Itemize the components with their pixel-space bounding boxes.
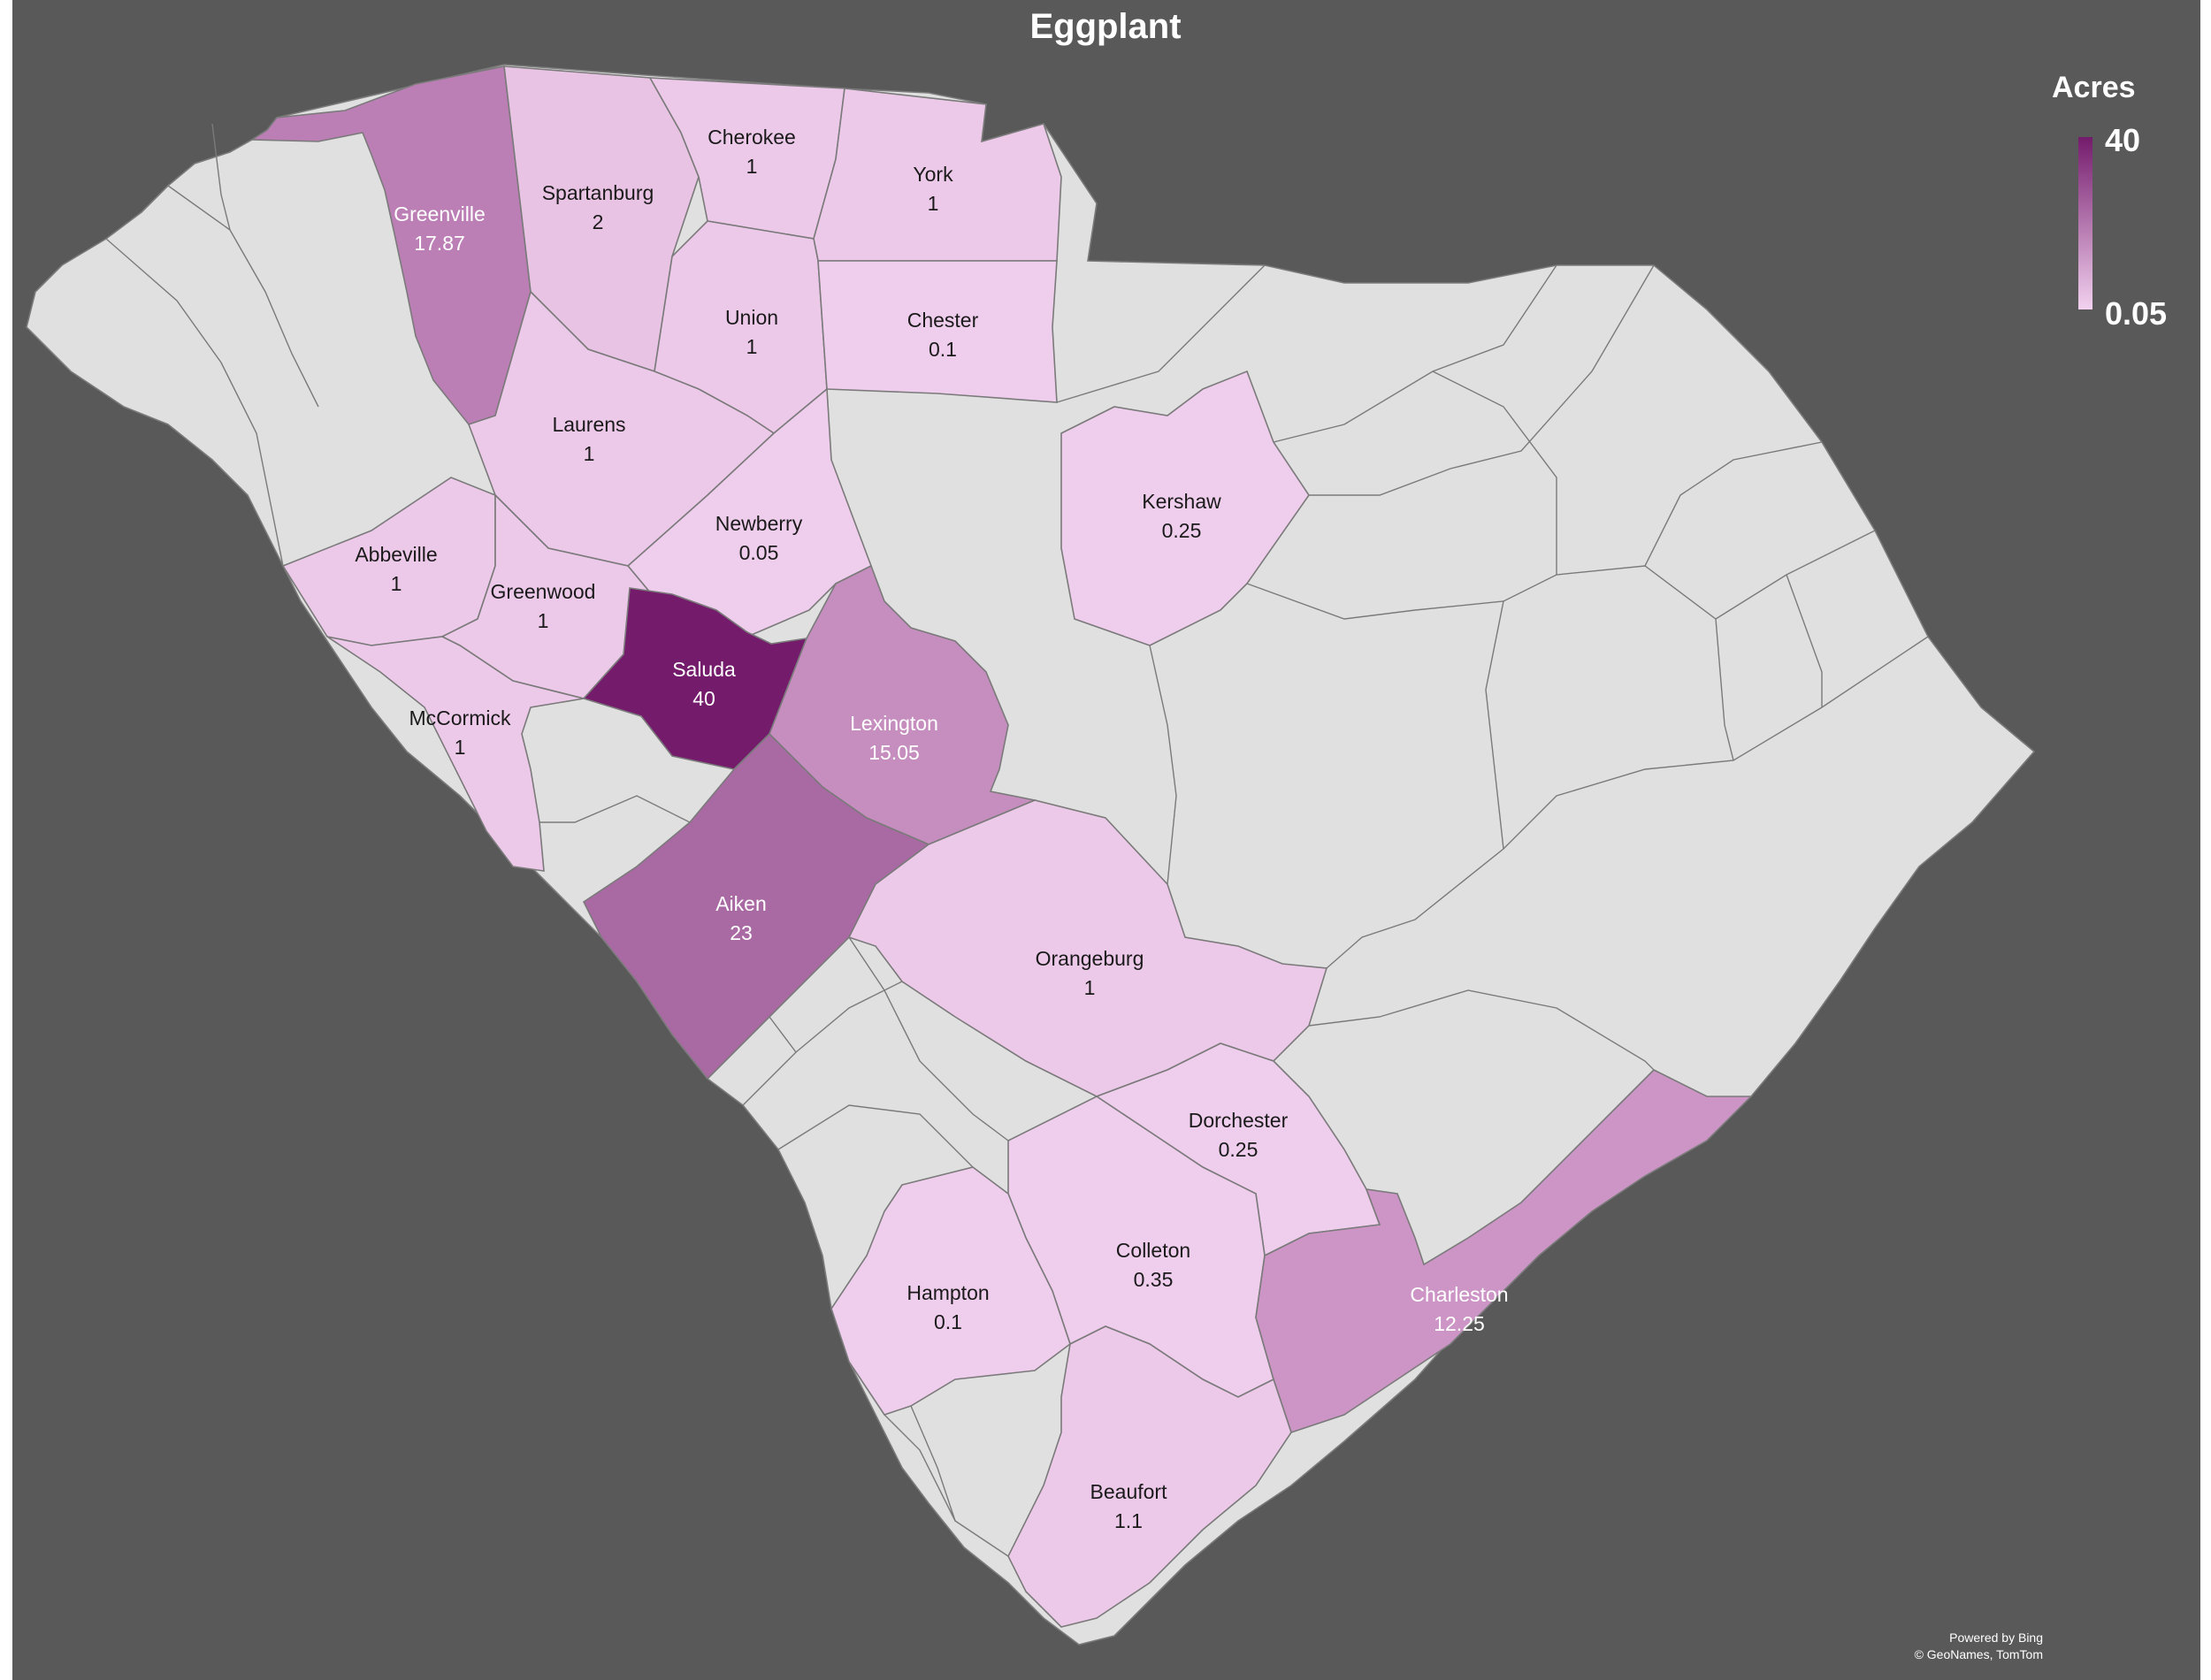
county-value-saluda: 40: [692, 687, 715, 710]
county-name-colleton: Colleton: [1116, 1239, 1190, 1262]
county-value-chester: 0.1: [929, 338, 957, 361]
county-value-greenville: 17.87: [414, 232, 465, 255]
county-name-laurens: Laurens: [552, 413, 625, 436]
county-name-beaufort: Beaufort: [1090, 1480, 1168, 1503]
county-name-abbeville: Abbeville: [355, 543, 437, 566]
legend-max-label: 40: [2105, 122, 2141, 158]
county-border-12: [1715, 618, 1734, 761]
county-value-charleston: 12.25: [1434, 1312, 1485, 1335]
county-border-16: [539, 795, 691, 823]
county-border-8: [1149, 645, 1177, 885]
county-newberry[interactable]: [626, 387, 873, 638]
attribution-line-geonames: © GeoNames, TomTom: [1914, 1647, 2043, 1661]
county-name-dorchester: Dorchester: [1189, 1109, 1289, 1132]
county-border-17: [742, 981, 903, 1106]
county-border-20: [910, 1405, 1009, 1557]
county-name-saluda: Saluda: [672, 658, 736, 681]
county-name-union: Union: [725, 306, 778, 329]
county-border-19: [848, 936, 1009, 1142]
county-value-kershaw: 0.25: [1162, 519, 1202, 542]
county-border-18: [777, 1104, 974, 1168]
county-border-6: [1309, 264, 1655, 496]
county-value-mccormick: 1: [455, 736, 466, 759]
legend-min-label: 0.05: [2105, 295, 2168, 332]
legend-color-ramp: [2078, 137, 2092, 309]
map-attribution: Powered by Bing © GeoNames, TomTom: [1875, 1630, 2043, 1663]
legend-title: Acres: [2052, 71, 2136, 104]
county-name-orangeburg: Orangeburg: [1036, 947, 1144, 970]
county-name-greenwood: Greenwood: [491, 580, 596, 603]
county-kershaw[interactable]: [1060, 370, 1310, 646]
county-name-spartanburg: Spartanburg: [542, 181, 654, 204]
county-value-dorchester: 0.25: [1219, 1138, 1259, 1161]
county-name-mccormick: McCormick: [409, 706, 511, 729]
county-chester[interactable]: [817, 260, 1058, 403]
county-name-york: York: [913, 163, 953, 186]
county-border-1: [167, 185, 319, 408]
county-border-15: [1432, 370, 1557, 575]
county-hampton[interactable]: [830, 1166, 1071, 1416]
county-mccormick[interactable]: [326, 636, 585, 872]
county-value-aiken: 23: [730, 921, 753, 944]
county-value-hampton: 0.1: [934, 1310, 962, 1333]
map-title: Eggplant: [1029, 7, 1182, 46]
county-beaufort[interactable]: [1007, 1325, 1292, 1628]
county-border-22: [884, 1414, 956, 1522]
county-name-hampton: Hampton: [907, 1281, 989, 1304]
county-york[interactable]: [813, 88, 1062, 262]
county-border-10: [1308, 989, 1655, 1071]
county-name-greenville: Greenville: [394, 202, 486, 225]
county-border-11: [1485, 600, 1504, 850]
county-value-york: 1: [928, 192, 939, 215]
county-value-abbeville: 1: [391, 572, 402, 595]
county-value-laurens: 1: [584, 442, 595, 465]
county-value-lexington: 15.05: [868, 741, 920, 764]
county-aiken[interactable]: [582, 732, 930, 1081]
county-border-13: [1786, 574, 1823, 707]
county-name-charleston: Charleston: [1410, 1283, 1508, 1306]
county-value-colleton: 0.35: [1134, 1268, 1174, 1291]
county-name-cherokee: Cherokee: [708, 126, 796, 149]
county-border-2: [105, 238, 284, 567]
county-charleston[interactable]: [1255, 1069, 1753, 1434]
county-greenville[interactable]: [249, 65, 532, 425]
county-border-21: [769, 1016, 797, 1053]
county-name-lexington: Lexington: [850, 712, 938, 735]
county-value-orangeburg: 1: [1084, 976, 1096, 999]
county-border-4: [1056, 264, 1266, 403]
county-name-chester: Chester: [907, 309, 979, 332]
county-border-9: [1326, 636, 1929, 969]
county-value-union: 1: [746, 335, 758, 358]
county-border-14: [1644, 441, 1823, 567]
county-name-newberry: Newberry: [715, 512, 803, 535]
county-border-3: [211, 123, 231, 231]
county-value-cherokee: 1: [746, 155, 758, 178]
county-value-greenwood: 1: [538, 609, 549, 632]
county-name-aiken: Aiken: [715, 892, 767, 915]
attribution-line-bing: Powered by Bing: [1949, 1630, 2043, 1645]
county-value-newberry: 0.05: [739, 541, 779, 564]
county-value-beaufort: 1.1: [1114, 1509, 1143, 1532]
county-value-spartanburg: 2: [593, 210, 604, 233]
county-name-kershaw: Kershaw: [1142, 490, 1221, 513]
